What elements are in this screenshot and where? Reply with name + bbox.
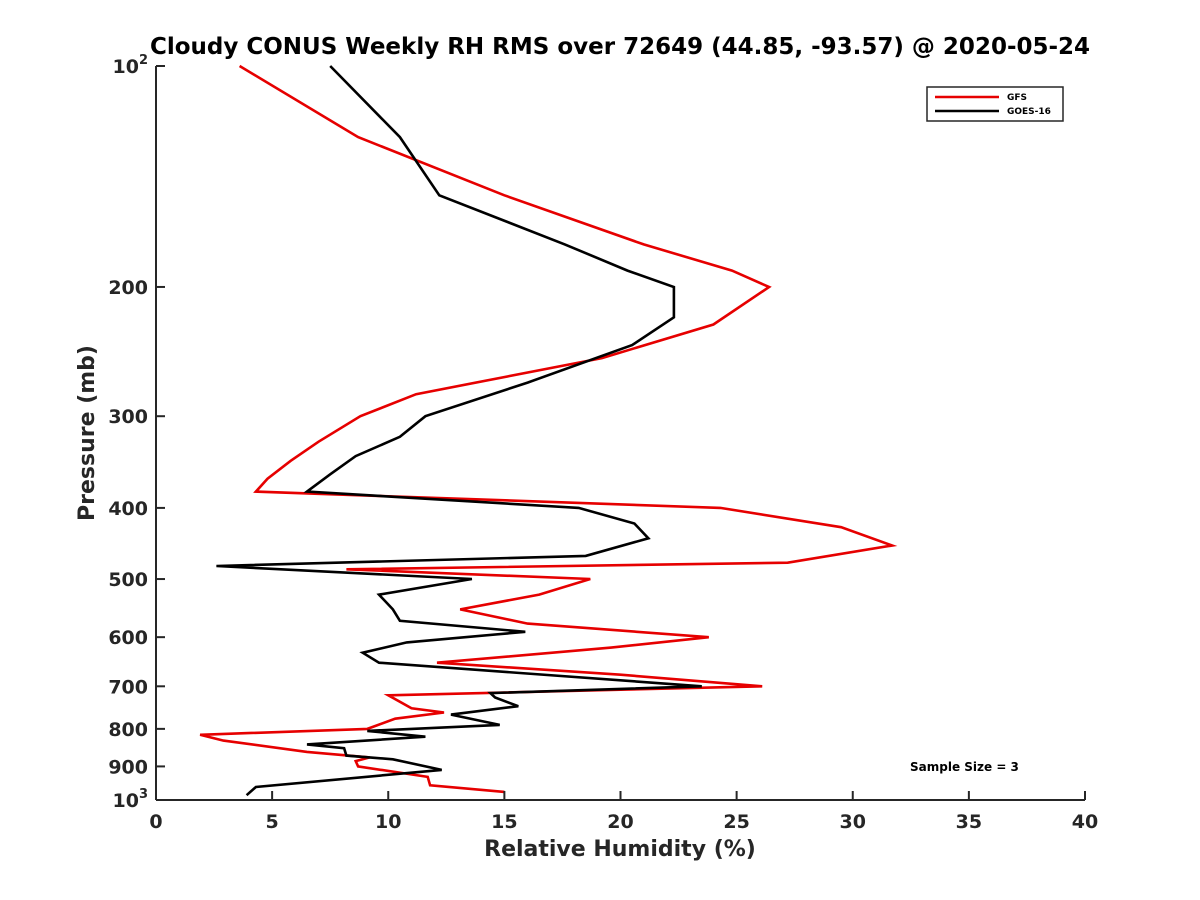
y-tick-label-base: 900: [108, 756, 148, 778]
ticks-layer: 0 5 10 15 20 25 30 35 40102200300400500600700800…: [108, 53, 1098, 833]
y-tick-label: 300: [108, 406, 148, 428]
y-tick-label-base: 300: [108, 406, 148, 428]
series-line-goes-16: [216, 65, 702, 797]
series-line-gfs: [199, 64, 898, 794]
y-tick-label: 200: [108, 277, 148, 299]
y-tick-label-base: 500: [108, 569, 148, 591]
chart-title: Cloudy CONUS Weekly RH RMS over 72649 (4…: [150, 34, 1090, 60]
x-tick-label: 30: [840, 811, 866, 833]
x-tick-label: 0: [149, 811, 162, 833]
y-tick-label: 600: [108, 627, 148, 649]
x-tick-label: 35: [956, 811, 982, 833]
legend: GFS GOES-16: [926, 86, 1064, 122]
y-tick-label-base: 600: [108, 627, 148, 649]
y-tick-label: 700: [108, 676, 148, 698]
x-tick-label: 5: [266, 811, 279, 833]
y-tick-label: 500: [108, 569, 148, 591]
y-tick-label-base: 10: [113, 790, 139, 812]
x-tick-label: 15: [491, 811, 517, 833]
y-tick-label: 103: [113, 787, 149, 812]
x-tick-label: 40: [1072, 811, 1098, 833]
sample-size-annotation: Sample Size = 3: [910, 760, 1019, 774]
x-tick-label: 25: [723, 811, 749, 833]
y-tick-label-exponent: 3: [139, 787, 148, 802]
y-tick-label-base: 400: [108, 498, 148, 520]
legend-box: [926, 86, 1064, 122]
series-layer: [199, 64, 898, 797]
y-tick-label: 102: [113, 53, 149, 78]
y-tick-label-base: 800: [108, 719, 148, 741]
y-tick-label-base: 200: [108, 277, 148, 299]
y-tick-label-base: 700: [108, 676, 148, 698]
x-tick-label: 20: [607, 811, 633, 833]
y-axis-title: Pressure (mb): [75, 345, 100, 521]
x-axis-title: Relative Humidity (%): [484, 837, 756, 862]
y-tick-label: 400: [108, 498, 148, 520]
legend-label: GOES-16: [1007, 107, 1051, 117]
x-tick-label: 10: [375, 811, 401, 833]
y-tick-label-exponent: 2: [139, 53, 148, 68]
y-tick-label: 800: [108, 719, 148, 741]
y-tick-label-base: 10: [113, 56, 139, 78]
legend-label: GFS: [1007, 93, 1027, 103]
y-tick-label: 900: [108, 756, 148, 778]
